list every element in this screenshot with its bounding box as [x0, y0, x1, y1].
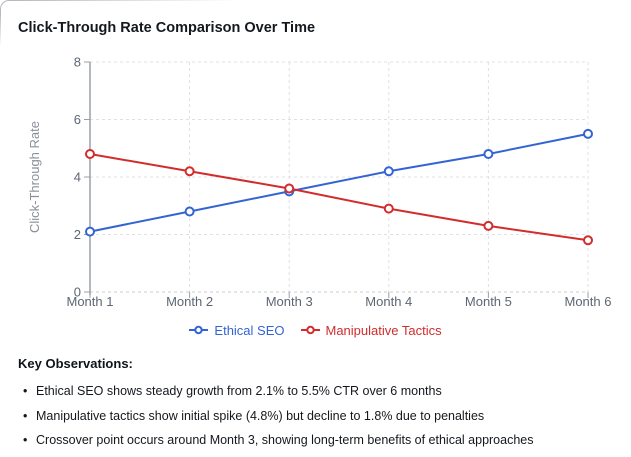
svg-text:Month 4: Month 4 — [365, 294, 412, 309]
observation-text: Ethical SEO shows steady growth from 2.1… — [36, 384, 442, 398]
svg-text:4: 4 — [74, 170, 81, 185]
svg-text:6: 6 — [74, 112, 81, 127]
observations-heading: Key Observations: — [18, 356, 133, 371]
legend-item-manipulative-tactics[interactable]: Manipulative Tactics — [300, 322, 442, 338]
bullet-icon: • — [23, 433, 28, 447]
chart-title: Click-Through Rate Comparison Over Time — [18, 20, 316, 36]
svg-text:Month 6: Month 6 — [565, 294, 612, 309]
svg-text:Click-Through Rate: Click-Through Rate — [27, 121, 42, 233]
legend-item-ethical-seo[interactable]: Ethical SEO — [189, 322, 285, 338]
line-chart: 0 2 4 6 8 Month 1 Month 2 Month 3 Month 4 Month 5… — [27, 55, 612, 309]
svg-text:Month 1: Month 1 — [67, 294, 114, 309]
observations-section: Key Observations: • Ethical SEO shows ste… — [18, 356, 613, 457]
bullet-icon: • — [23, 384, 28, 398]
legend-label: Ethical SEO — [214, 322, 285, 338]
svg-text:Month 5: Month 5 — [465, 294, 512, 309]
observation-item: • Crossover point occurs around Month 3, … — [18, 432, 613, 448]
chart-legend: Ethical SEO Manipulative Tactics — [0, 320, 631, 340]
card-border-left — [0, 13, 1, 47]
bullet-icon: • — [23, 408, 28, 423]
legend-line-marker-icon — [189, 325, 209, 335]
observation-text: Crossover point occurs around Month 3, s… — [36, 433, 534, 447]
svg-text:Month 2: Month 2 — [166, 294, 213, 309]
legend-label: Manipulative Tactics — [325, 322, 442, 338]
observation-item: • Ethical SEO shows steady growth from 2.… — [18, 383, 613, 399]
svg-text:Month 3: Month 3 — [266, 294, 313, 309]
svg-text:2: 2 — [74, 227, 81, 242]
legend-line-marker-icon — [300, 325, 320, 335]
observations-list: • Ethical SEO shows steady growth from 2.… — [18, 383, 613, 448]
observation-text: Manipulative tactics show initial spike … — [36, 408, 485, 423]
svg-text:0: 0 — [74, 285, 81, 300]
observation-item: • Manipulative tactics show initial spike… — [18, 408, 613, 424]
svg-text:8: 8 — [74, 55, 81, 70]
card-border-top — [13, 0, 238, 1]
card-border-corner — [0, 0, 15, 15]
